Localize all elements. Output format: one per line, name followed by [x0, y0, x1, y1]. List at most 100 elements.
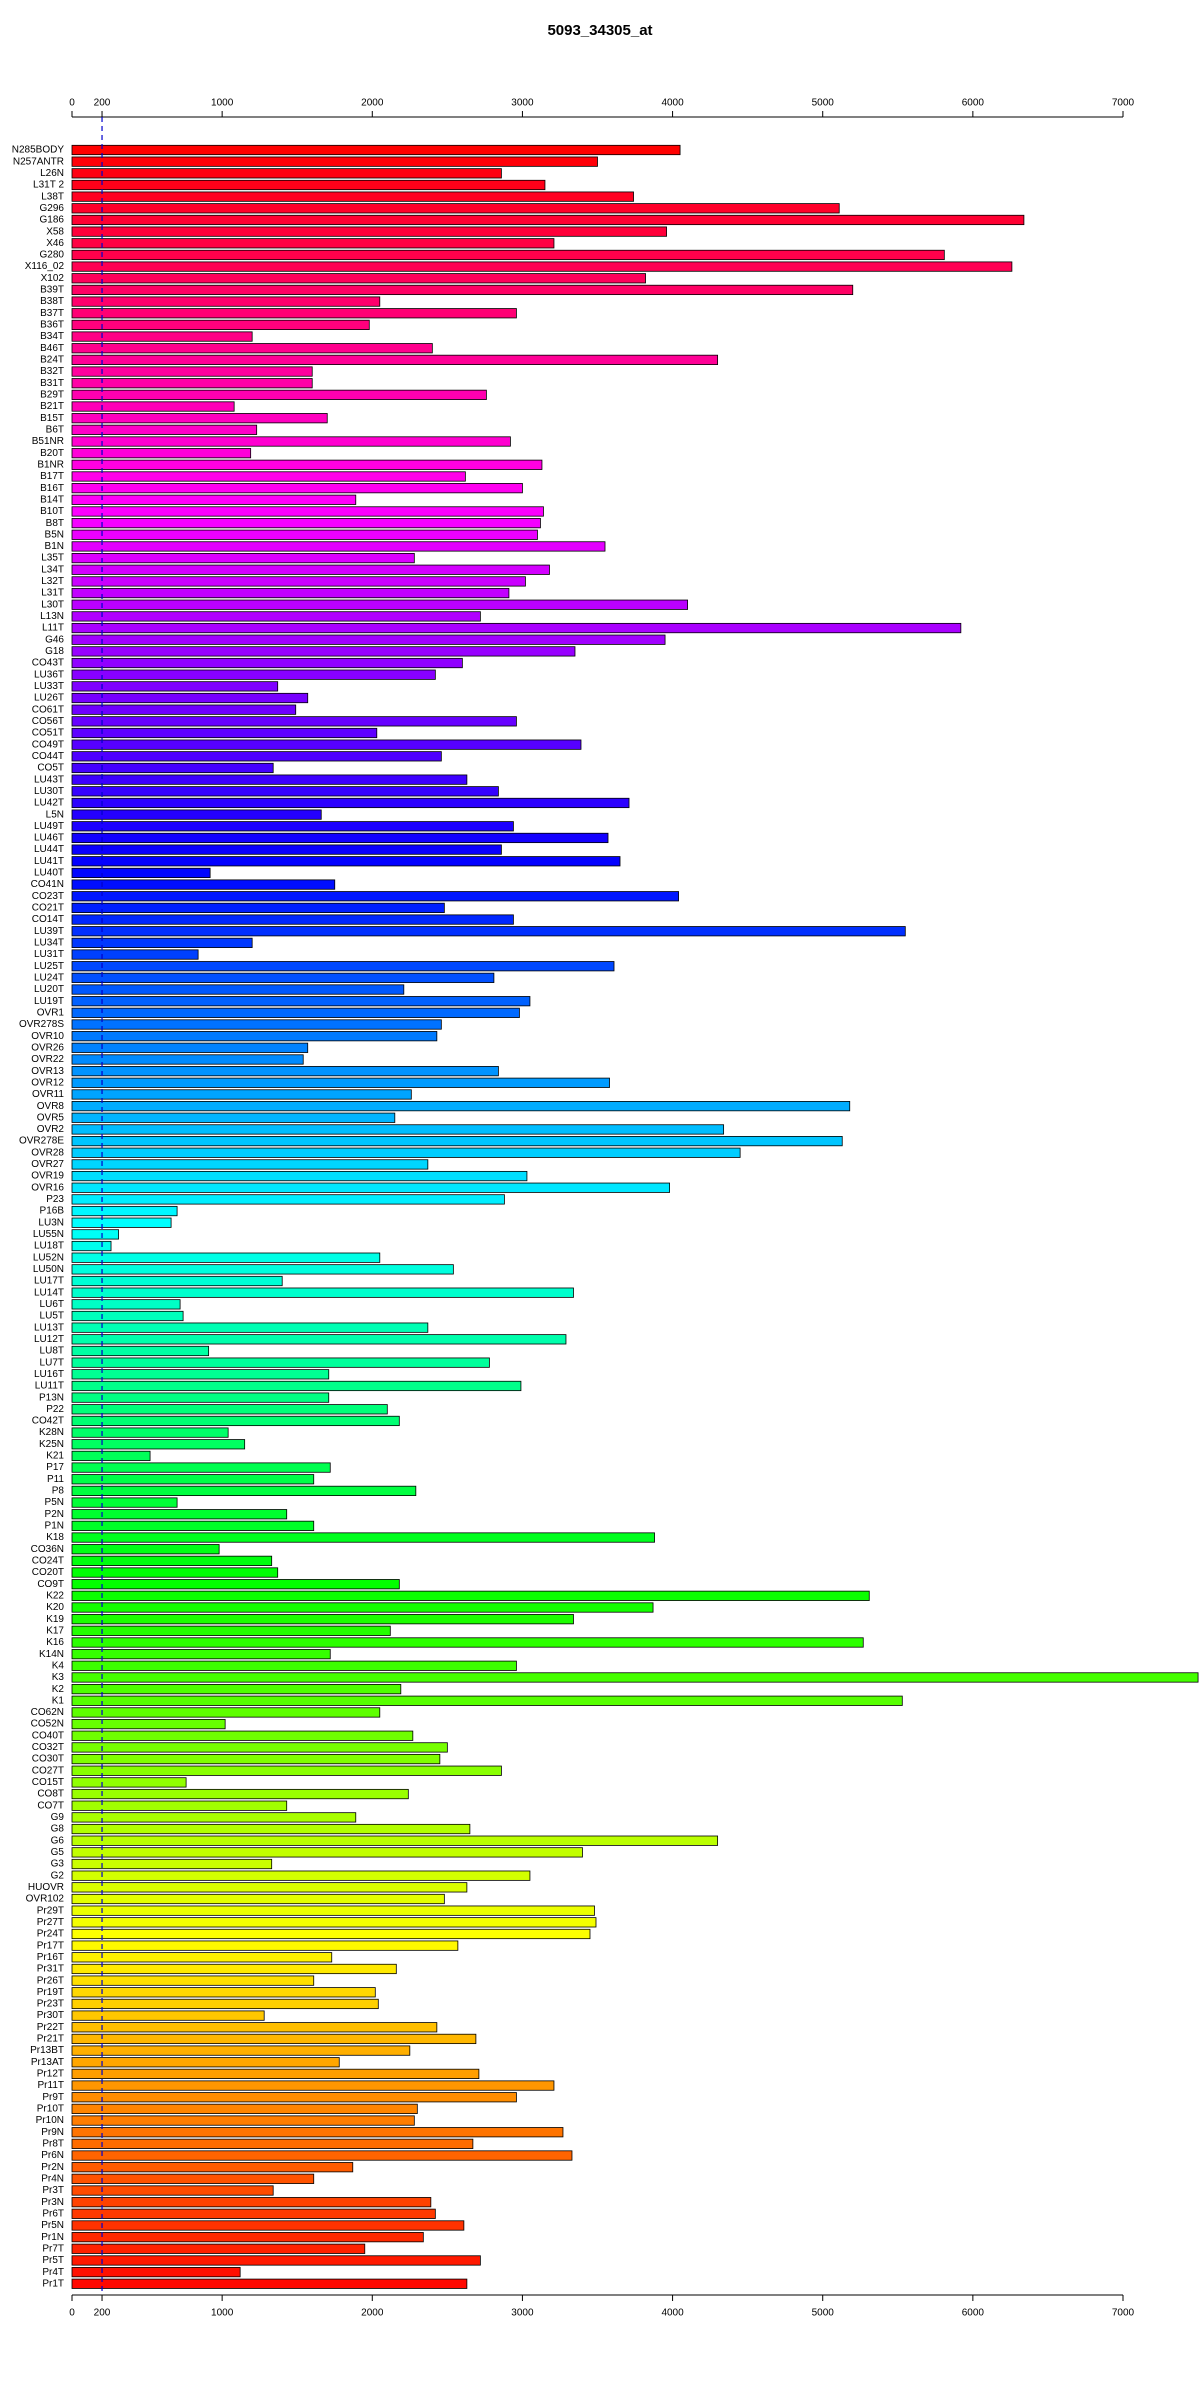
bottom-tick-label: 3000 [511, 2308, 534, 2319]
category-label: Pr11T [38, 2080, 65, 2091]
category-label: X58 [46, 226, 64, 237]
bar [71, 1147, 741, 1158]
category-label: OVR278E [19, 1136, 64, 1147]
bar [71, 308, 517, 319]
bar [71, 1614, 574, 1625]
bar [71, 1765, 502, 1776]
bar [71, 1975, 315, 1986]
category-label: LU18T [34, 1241, 64, 1252]
bar [71, 2138, 474, 2149]
category-label: K19 [46, 1614, 64, 1625]
bar [71, 1264, 454, 1275]
bar [71, 1579, 400, 1590]
category-label: Pr6T [42, 2208, 64, 2219]
category-label: L26N [40, 168, 64, 179]
bar [71, 1019, 442, 1030]
bar [71, 902, 445, 914]
category-label: LU3N [38, 1217, 64, 1228]
category-label: L35T [41, 553, 64, 564]
category-label: CO14T [32, 914, 64, 925]
bar [71, 144, 681, 156]
bar [71, 1077, 610, 1088]
bar [71, 891, 679, 902]
category-label: LU33T [34, 681, 64, 692]
bar [71, 1415, 400, 1427]
category-label: CO5T [37, 763, 64, 774]
category-label: CO56T [32, 716, 64, 727]
top-tick-label: 6000 [962, 98, 985, 109]
category-label: CO62N [31, 1707, 64, 1718]
bar [71, 1404, 388, 1415]
bar [71, 1719, 226, 1730]
category-label: CO20T [32, 1567, 64, 1578]
category-label: B29T [40, 390, 64, 401]
category-label: L11T [42, 623, 64, 634]
bar [71, 1369, 330, 1380]
category-label: G18 [45, 646, 64, 657]
category-label: CO40T [32, 1730, 64, 1741]
category-label: L31T [41, 588, 64, 599]
bar [71, 1112, 396, 1123]
bar [71, 1275, 283, 1287]
bar [71, 1917, 597, 1928]
bar [71, 354, 719, 365]
category-label: G46 [45, 634, 64, 645]
category-label: OVR8 [37, 1101, 65, 1112]
bar [71, 1672, 1199, 1683]
category-label: B34T [40, 331, 64, 342]
category-label: LU42T [34, 798, 64, 809]
bar [71, 1753, 441, 1765]
top-tick-label: 200 [94, 98, 111, 109]
category-label: LU24T [34, 973, 64, 984]
category-label: X102 [41, 273, 65, 284]
bar [71, 203, 840, 214]
category-label: Pr4T [42, 2267, 64, 2278]
bar [71, 2243, 366, 2254]
category-label: LU55N [33, 1229, 64, 1240]
bar [71, 471, 466, 482]
bar [71, 867, 211, 879]
top-tick-label: 7000 [1112, 98, 1135, 109]
category-label: LU31T [34, 949, 64, 960]
bottom-tick-label: 7000 [1112, 2308, 1135, 2319]
bottom-tick-label: 4000 [661, 2308, 684, 2319]
category-label: K4 [52, 1660, 65, 1671]
category-label: B16T [40, 483, 64, 494]
bar [71, 1544, 220, 1555]
bar [71, 704, 297, 715]
bar [71, 949, 199, 960]
category-label: G186 [40, 215, 65, 226]
bar [71, 1427, 229, 1438]
category-label: CO15T [32, 1777, 64, 1788]
category-label: CO21T [32, 903, 64, 914]
category-label: G280 [40, 250, 65, 261]
bar [71, 448, 252, 459]
category-label: LU13T [34, 1322, 64, 1333]
category-label: P8 [52, 1486, 65, 1497]
category-label: B32T [40, 366, 64, 377]
bar [71, 1287, 574, 1298]
category-label: Pr9N [41, 2127, 64, 2138]
bar [71, 1357, 490, 1368]
bar [71, 2057, 340, 2068]
category-label: G5 [51, 1847, 65, 1858]
category-label: Pr2N [41, 2162, 64, 2173]
bar [71, 459, 543, 470]
category-label: Pr10N [36, 2115, 64, 2126]
category-label: OVR1 [37, 1007, 65, 1018]
category-label: K21 [46, 1451, 64, 1462]
bar [71, 1963, 397, 1975]
category-label: K18 [46, 1532, 64, 1543]
chart-title: 5093_34305_at [547, 22, 652, 39]
bar [71, 413, 328, 424]
category-label: Pr30T [37, 2010, 64, 2021]
category-label: K17 [46, 1625, 64, 1636]
category-label: G9 [51, 1812, 65, 1823]
category-label: K14N [39, 1649, 64, 1660]
bar [71, 1380, 522, 1392]
bar [71, 1928, 591, 1940]
bar [71, 1847, 583, 1858]
bar [71, 2022, 438, 2033]
bar [71, 1392, 330, 1403]
category-label: Pr9T [42, 2092, 64, 2103]
